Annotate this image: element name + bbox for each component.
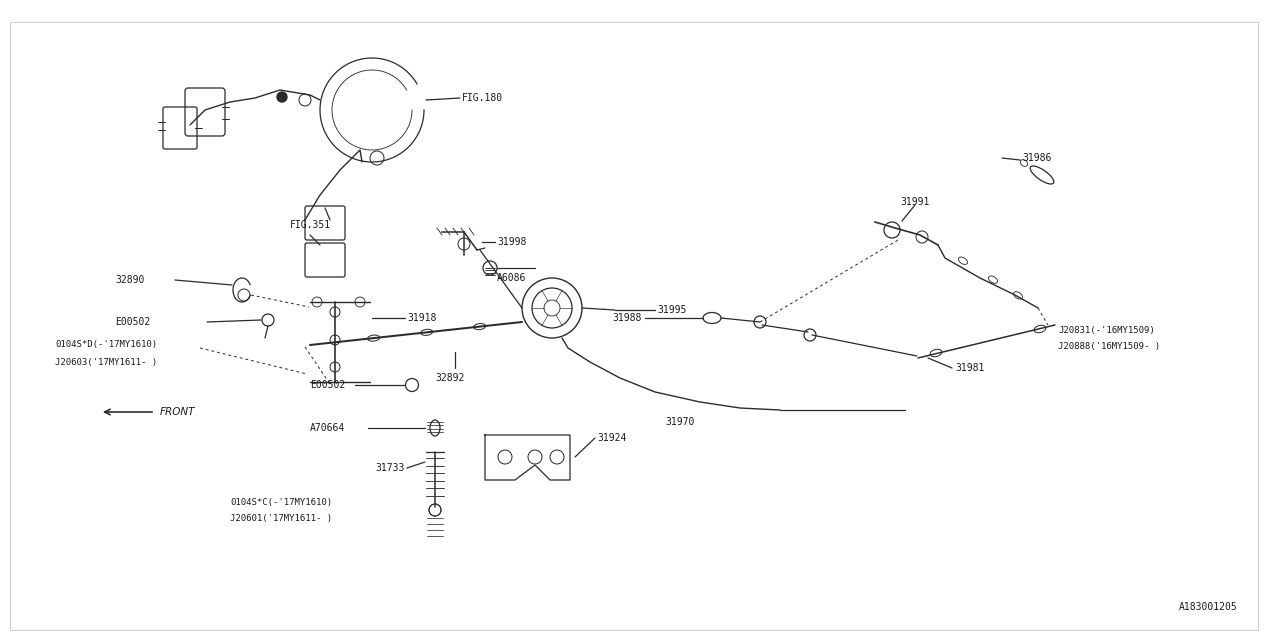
Text: 31924: 31924 bbox=[596, 433, 626, 443]
Text: FIG.351: FIG.351 bbox=[291, 220, 332, 230]
Text: J20831(-'16MY1509): J20831(-'16MY1509) bbox=[1059, 326, 1155, 335]
Text: 31986: 31986 bbox=[1021, 153, 1051, 163]
Text: A70664: A70664 bbox=[310, 423, 346, 433]
Text: 31970: 31970 bbox=[666, 417, 694, 427]
Text: E00502: E00502 bbox=[115, 317, 150, 327]
Text: 31981: 31981 bbox=[955, 363, 984, 373]
Text: 0104S*C(-'17MY1610): 0104S*C(-'17MY1610) bbox=[230, 497, 332, 506]
Text: 31918: 31918 bbox=[407, 313, 436, 323]
Text: A6086: A6086 bbox=[497, 273, 526, 283]
Text: FRONT: FRONT bbox=[160, 407, 196, 417]
Text: E00502: E00502 bbox=[310, 380, 346, 390]
Text: J20603('17MY1611- ): J20603('17MY1611- ) bbox=[55, 358, 157, 367]
Text: 0104S*D(-'17MY1610): 0104S*D(-'17MY1610) bbox=[55, 340, 157, 349]
Text: A183001205: A183001205 bbox=[1179, 602, 1238, 612]
Text: 31988: 31988 bbox=[612, 313, 641, 323]
Circle shape bbox=[276, 92, 287, 102]
Text: 31733: 31733 bbox=[375, 463, 404, 473]
Text: 31998: 31998 bbox=[497, 237, 526, 247]
Text: FIG.180: FIG.180 bbox=[462, 93, 503, 103]
Text: 31995: 31995 bbox=[657, 305, 686, 315]
Text: 32892: 32892 bbox=[435, 373, 465, 383]
Text: J20601('17MY1611- ): J20601('17MY1611- ) bbox=[230, 513, 332, 522]
Text: J20888('16MY1509- ): J20888('16MY1509- ) bbox=[1059, 342, 1160, 351]
Text: 32890: 32890 bbox=[115, 275, 145, 285]
Text: 31991: 31991 bbox=[900, 197, 929, 207]
